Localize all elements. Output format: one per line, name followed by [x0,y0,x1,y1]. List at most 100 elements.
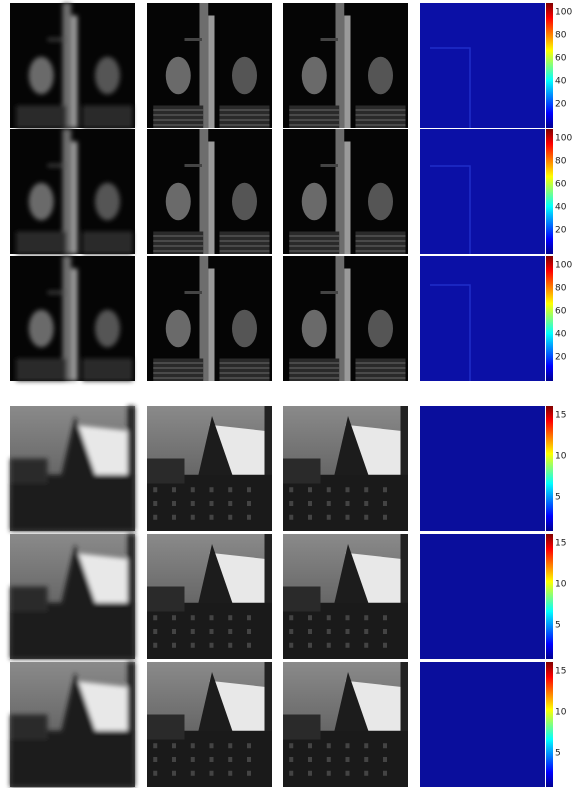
shoulders [83,359,133,382]
window [153,615,157,620]
window [308,615,312,620]
face [95,310,120,348]
stripe [356,235,406,237]
stripe [356,245,406,247]
colorbar-tick-label: 20 [555,226,567,236]
figure: 1008060402010080604020100806040201510515… [0,0,584,788]
stripe [220,245,270,247]
stripe [153,377,203,379]
error-map [420,129,545,254]
window [172,743,176,748]
left-house [283,715,321,740]
window [308,643,312,648]
window [191,743,195,748]
stripe [356,109,406,111]
window [153,757,157,762]
window [228,643,232,648]
face [302,183,327,221]
window [247,771,251,776]
stripe [356,362,406,364]
colorbar-tick-label: 40 [555,330,567,340]
window [327,643,331,648]
window [289,615,293,620]
colorbar-tick-label: 20 [555,100,567,110]
stripe [356,377,406,379]
face [368,310,393,348]
image-panel [283,662,408,787]
stripe [356,367,406,369]
shoulders [16,359,66,382]
window [364,501,368,506]
stripe [153,362,203,364]
window [228,757,232,762]
face [232,57,257,95]
window [327,757,331,762]
top-bar [321,291,339,294]
top-bar [321,164,339,167]
stripe [220,377,270,379]
window [210,487,214,492]
window [383,757,387,762]
colorbar-tick-label: 60 [555,180,567,190]
stripe [289,250,339,252]
window [247,757,251,762]
window [346,501,350,506]
page: {"groups": [ {"scene": "faces", "rows": … [0,0,584,788]
stripe [220,367,270,369]
image-panel [283,3,408,128]
image-panel [10,406,135,531]
face [166,57,191,95]
stripe [220,362,270,364]
image-panel [10,534,135,659]
error-map [420,662,545,787]
face [95,183,120,221]
stripe [153,372,203,374]
error-map [420,3,545,128]
stripe [153,114,203,116]
window [153,743,157,748]
window [289,757,293,762]
colorbar-tick-label: 5 [555,749,561,759]
colorbar-tick-label: 10 [555,580,567,590]
wall-edge [208,269,214,382]
top-bar [185,164,203,167]
window [289,487,293,492]
window [172,515,176,520]
colorbar-tick-label: 5 [555,621,561,631]
colorbar [546,256,553,381]
window [247,743,251,748]
window [153,487,157,492]
window [383,643,387,648]
stripe [153,235,203,237]
window [191,643,195,648]
window [210,501,214,506]
window [346,615,350,620]
stripe [289,245,339,247]
window [346,743,350,748]
window [308,757,312,762]
window [247,487,251,492]
window [228,515,232,520]
window [383,771,387,776]
window [383,487,387,492]
face [95,57,120,95]
colorbar-tick-label: 15 [555,411,566,421]
window [210,515,214,520]
stripe [356,250,406,252]
window [308,515,312,520]
window [308,771,312,776]
window [191,771,195,776]
image-panel [283,256,408,381]
window [327,501,331,506]
colorbar-tick-label: 15 [555,539,566,549]
top-bar [185,38,203,41]
shoulders [83,106,133,129]
window [289,771,293,776]
window [364,487,368,492]
colorbar-tick-label: 20 [555,353,567,363]
face [166,183,191,221]
window [228,615,232,620]
window [153,629,157,634]
wall-edge [208,16,214,129]
stripe [153,250,203,252]
